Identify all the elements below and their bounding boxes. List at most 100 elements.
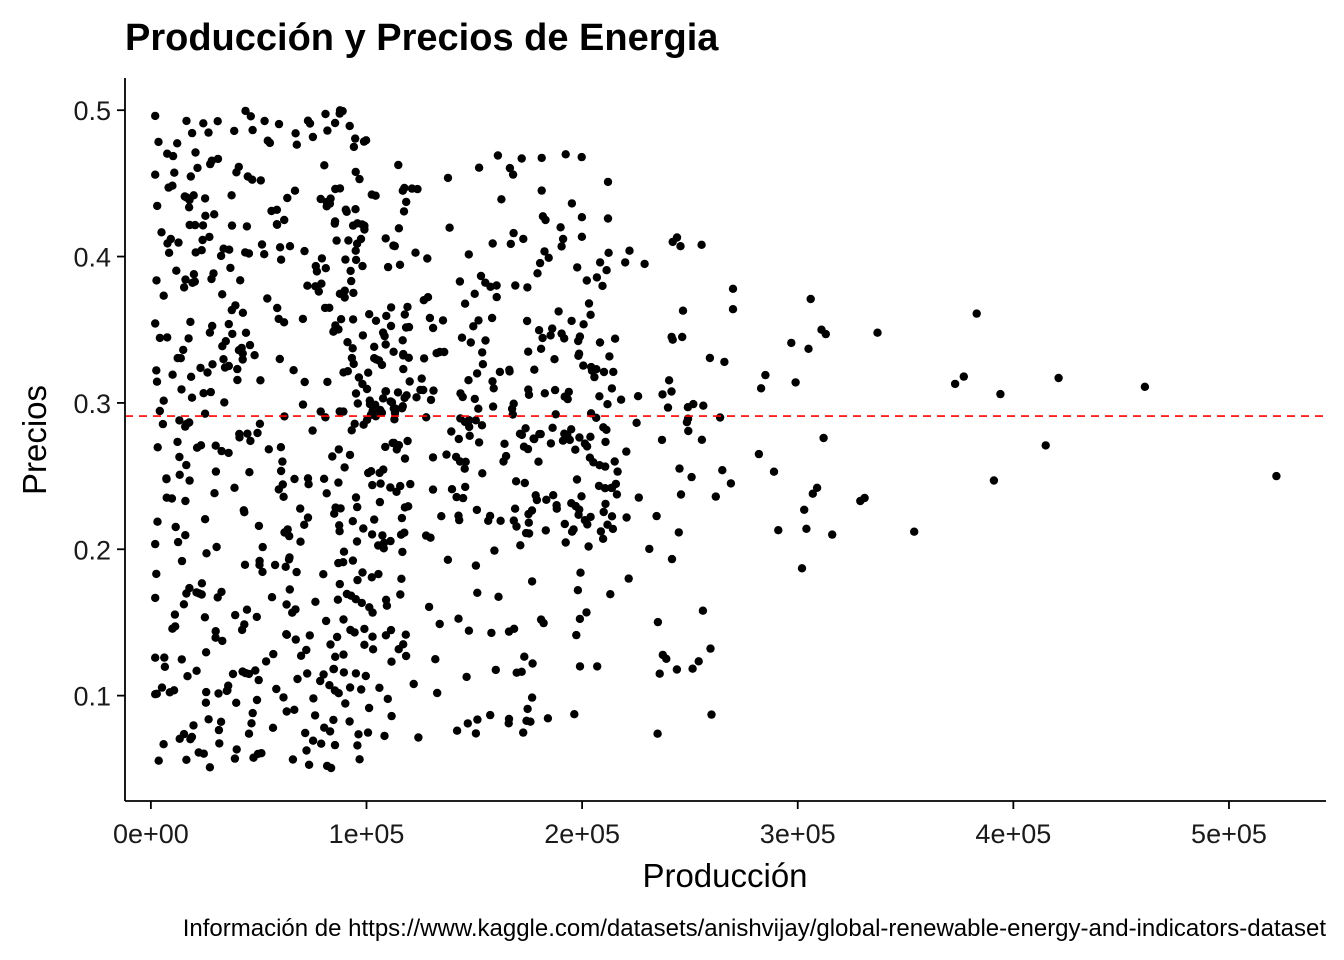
data-point (211, 467, 221, 476)
data-point (632, 418, 641, 427)
data-point (394, 645, 403, 654)
data-point (519, 234, 528, 244)
data-point (230, 754, 240, 763)
data-point (417, 374, 426, 383)
data-point (386, 625, 396, 635)
data-point (241, 106, 250, 116)
data-point (652, 511, 661, 521)
data-point (367, 190, 376, 199)
data-point (177, 385, 186, 394)
data-point (303, 281, 312, 290)
data-point (657, 435, 667, 445)
data-point (950, 379, 960, 389)
data-point (152, 569, 161, 579)
data-point (530, 365, 539, 374)
data-point (706, 644, 715, 653)
data-point (419, 354, 429, 363)
data-point (401, 630, 410, 639)
data-point (189, 721, 198, 730)
data-point (688, 664, 697, 673)
data-point (705, 353, 715, 363)
data-point (469, 322, 478, 331)
data-point (663, 403, 673, 412)
data-point (598, 281, 607, 291)
data-point (575, 662, 585, 671)
data-point (322, 489, 331, 498)
data-point (170, 610, 180, 619)
data-point (238, 308, 248, 317)
data-point (302, 645, 311, 655)
data-point (296, 651, 306, 660)
data-point (376, 405, 385, 415)
data-point (667, 387, 676, 396)
data-point (159, 291, 168, 300)
data-point (494, 592, 503, 601)
data-point (372, 355, 381, 364)
data-point (357, 598, 366, 608)
data-point (214, 725, 224, 735)
data-point (401, 651, 411, 661)
data-point (382, 311, 391, 321)
data-point (529, 434, 538, 443)
data-point (152, 276, 161, 285)
data-point (237, 625, 247, 635)
data-point (358, 331, 368, 340)
data-point (381, 387, 391, 396)
data-point (774, 526, 783, 535)
data-point (603, 214, 613, 223)
data-point (265, 138, 275, 148)
data-point (560, 519, 569, 529)
data-point (523, 704, 532, 714)
data-point (541, 215, 550, 225)
data-point (728, 305, 738, 314)
data-point (311, 597, 320, 606)
data-point (414, 733, 423, 742)
data-point (463, 719, 472, 728)
data-point (488, 377, 497, 386)
data-point (216, 717, 226, 726)
data-point (797, 564, 807, 573)
data-point (605, 352, 614, 361)
data-point (570, 710, 579, 719)
data-point (200, 613, 210, 622)
data-point (326, 194, 335, 203)
data-point (291, 605, 300, 614)
data-point (972, 309, 981, 318)
data-point (485, 511, 495, 521)
data-point (465, 431, 474, 440)
data-point (399, 207, 409, 216)
data-point (674, 528, 683, 537)
data-point (185, 195, 194, 205)
data-point (528, 659, 537, 668)
data-point (181, 422, 190, 431)
data-point (452, 492, 461, 502)
data-point (506, 239, 515, 249)
data-point (206, 387, 215, 397)
data-point (361, 136, 371, 145)
data-point (378, 531, 387, 540)
data-point (238, 355, 247, 364)
data-point (549, 491, 558, 500)
data-point (357, 220, 367, 229)
data-point (201, 211, 210, 220)
data-point (511, 477, 521, 486)
data-point (303, 513, 313, 522)
y-tick-label: 0.2 (73, 535, 111, 565)
data-point (579, 361, 588, 370)
data-point (357, 685, 366, 694)
data-point (197, 579, 207, 588)
data-point (477, 421, 487, 430)
points-layer (151, 106, 1281, 773)
data-point (250, 351, 259, 360)
data-point (683, 403, 693, 412)
data-point (535, 258, 545, 268)
data-point (312, 267, 322, 276)
data-point (172, 266, 181, 275)
data-point (241, 328, 251, 337)
data-point (593, 662, 602, 671)
data-point (490, 546, 499, 555)
x-axis-ticks: 0e+00 1e+05 2e+05 3e+05 4e+05 5e+05 (113, 801, 1267, 849)
data-point (212, 542, 221, 552)
data-point (205, 232, 214, 242)
data-point (572, 475, 582, 484)
